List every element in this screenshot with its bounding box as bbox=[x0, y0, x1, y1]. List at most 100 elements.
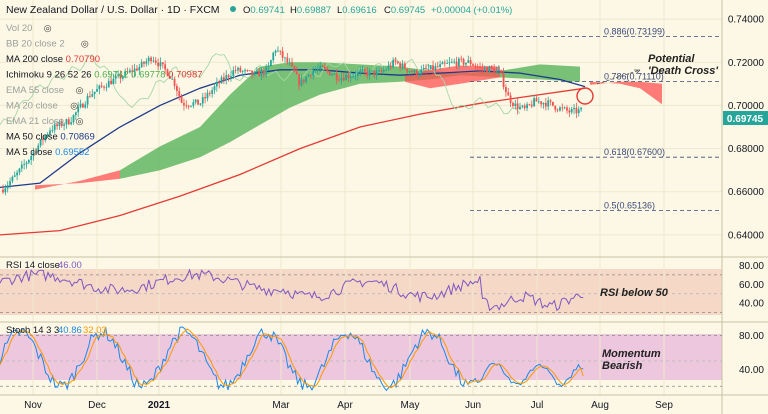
candle-body bbox=[368, 70, 371, 76]
time-tick-label: Jul bbox=[531, 400, 544, 411]
candle-body bbox=[371, 70, 373, 72]
band-lines bbox=[0, 274, 722, 387]
candle-body bbox=[110, 80, 112, 85]
candle-body bbox=[577, 109, 580, 114]
candle-body bbox=[340, 77, 343, 81]
candle-body bbox=[472, 64, 474, 66]
candle-body bbox=[345, 74, 347, 81]
candle-body bbox=[89, 95, 91, 97]
time-tick-label: Jun bbox=[465, 400, 481, 411]
stoch-legend-k: 40.86 bbox=[58, 325, 82, 336]
ma200-line bbox=[0, 87, 586, 236]
candle-body bbox=[448, 62, 451, 64]
candle-body bbox=[176, 85, 178, 92]
candle-body bbox=[516, 103, 519, 110]
candle-body bbox=[425, 68, 427, 70]
legend-item: BB 20 close 2 bbox=[6, 39, 65, 50]
ohlc-item: O0.69741 bbox=[243, 5, 285, 16]
candle-body bbox=[258, 71, 261, 77]
candle-body bbox=[549, 100, 552, 102]
candle-body bbox=[387, 65, 390, 70]
candle-body bbox=[528, 104, 531, 106]
stoch-legend-d: 32.03 bbox=[83, 325, 107, 336]
candle-body bbox=[411, 71, 413, 73]
time-tick-label: Nov bbox=[24, 400, 42, 411]
candle-body bbox=[187, 105, 190, 107]
price-tick-label: 0.74000 bbox=[728, 15, 765, 26]
candle-body bbox=[63, 124, 65, 126]
candle-body bbox=[331, 74, 333, 76]
candle-body bbox=[223, 77, 225, 81]
candle-body bbox=[96, 89, 98, 92]
candle-body bbox=[164, 64, 167, 70]
candle-body bbox=[406, 68, 409, 72]
candle-body bbox=[514, 103, 517, 107]
candle-body bbox=[378, 70, 380, 72]
candle-body bbox=[49, 130, 51, 135]
candle-body bbox=[37, 145, 40, 153]
ohlc-item: C0.69745 bbox=[384, 5, 425, 16]
candle-body bbox=[366, 71, 369, 76]
candle-body bbox=[443, 62, 446, 64]
candle-body bbox=[462, 58, 465, 65]
candle-body bbox=[495, 70, 498, 74]
candle-body bbox=[552, 101, 554, 106]
legend-item: MA 50 close 0.70869 bbox=[6, 132, 95, 143]
candle-body bbox=[436, 66, 439, 67]
candle-body bbox=[335, 73, 338, 80]
candle-body bbox=[129, 70, 131, 73]
candle-body bbox=[429, 65, 432, 69]
candle-body bbox=[394, 60, 397, 62]
candle-body bbox=[540, 101, 543, 105]
death-cross-arrowhead bbox=[634, 69, 641, 75]
candle-body bbox=[537, 101, 540, 103]
time-tick-label: 2021 bbox=[148, 400, 171, 411]
candle-body bbox=[563, 107, 566, 109]
candle-body bbox=[6, 185, 9, 189]
candle-body bbox=[570, 109, 573, 113]
candle-body bbox=[561, 107, 564, 109]
candle-body bbox=[220, 77, 223, 84]
candle-body bbox=[453, 61, 456, 63]
candle-body bbox=[338, 79, 340, 81]
candle-body bbox=[237, 67, 239, 71]
legend-item: MA 20 close bbox=[6, 101, 58, 112]
price-tag-bg bbox=[723, 111, 768, 125]
candle-body bbox=[319, 65, 322, 69]
candle-body bbox=[84, 104, 87, 108]
candle-body bbox=[157, 62, 159, 67]
candle-body bbox=[359, 70, 362, 73]
death-cross-annotation: Potential 'Death Cross' bbox=[648, 53, 718, 77]
ma50-line bbox=[0, 69, 586, 189]
candle-body bbox=[152, 60, 155, 62]
candle-body bbox=[246, 70, 249, 71]
candle-body bbox=[262, 70, 265, 75]
candle-body bbox=[401, 63, 404, 68]
candle-body bbox=[298, 74, 300, 86]
market-status-icon bbox=[230, 6, 236, 12]
candle-body bbox=[114, 76, 117, 79]
price-tick-label: 0.64000 bbox=[728, 230, 765, 241]
candle-body bbox=[199, 103, 202, 105]
candle-body bbox=[476, 66, 479, 68]
candle-body bbox=[117, 74, 120, 77]
candle-body bbox=[554, 105, 557, 110]
price-axis: 0.74000 0.72000 0.70000 0.68000 0.66000 0.640… bbox=[728, 15, 765, 242]
candle-body bbox=[281, 51, 284, 58]
candle-body bbox=[469, 60, 472, 65]
candle-body bbox=[126, 71, 129, 73]
candle-body bbox=[458, 58, 460, 66]
candle-body bbox=[32, 151, 35, 157]
candle-body bbox=[321, 65, 324, 67]
candle-body bbox=[145, 61, 148, 64]
time-tick-label: May bbox=[401, 400, 420, 411]
candle-body bbox=[39, 139, 42, 146]
candle-body bbox=[521, 105, 524, 107]
stoch-tick-label: 80.00 bbox=[739, 331, 764, 342]
eye-slash-icon: ◎ bbox=[76, 85, 84, 95]
candle-body bbox=[105, 87, 108, 89]
candle-body bbox=[100, 85, 103, 87]
fib-label: 0.618(0.67600) bbox=[604, 147, 665, 157]
eye-slash-icon: ◎ bbox=[76, 116, 84, 126]
